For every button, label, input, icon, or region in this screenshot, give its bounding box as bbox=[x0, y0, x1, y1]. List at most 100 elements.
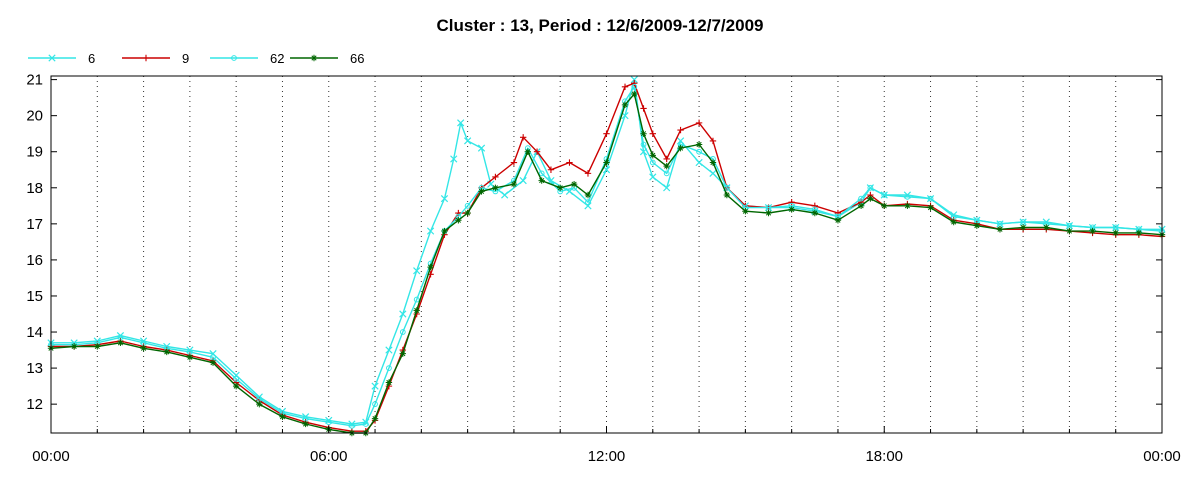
data-point bbox=[649, 173, 657, 181]
data-point bbox=[677, 144, 684, 152]
data-point bbox=[1112, 229, 1119, 237]
data-point bbox=[695, 141, 703, 148]
data-point bbox=[386, 365, 392, 371]
legend: 6 9 62 66 bbox=[28, 51, 364, 66]
data-point bbox=[492, 184, 499, 191]
x-tick-label: 18:00 bbox=[865, 448, 903, 465]
data-point bbox=[695, 119, 703, 127]
data-point bbox=[834, 209, 842, 217]
data-point bbox=[441, 227, 448, 235]
data-point bbox=[372, 401, 378, 408]
data-point bbox=[973, 222, 981, 229]
data-point bbox=[677, 126, 684, 134]
legend-label: 66 bbox=[350, 51, 364, 66]
y-tick-label: 19 bbox=[26, 144, 43, 161]
data-point bbox=[325, 419, 332, 426]
data-point bbox=[811, 209, 819, 217]
data-point bbox=[857, 202, 865, 210]
data-point bbox=[649, 152, 656, 159]
y-tick-label: 21 bbox=[26, 72, 43, 89]
data-point bbox=[477, 144, 486, 152]
data-point bbox=[603, 130, 610, 137]
legend-label: 9 bbox=[182, 51, 189, 66]
data-point bbox=[742, 208, 749, 215]
data-point bbox=[510, 159, 518, 166]
data-point bbox=[904, 193, 911, 200]
data-point bbox=[867, 195, 874, 202]
data-point bbox=[1089, 227, 1096, 235]
grid bbox=[96, 76, 1117, 433]
y-tick-label: 16 bbox=[26, 252, 43, 269]
data-point bbox=[524, 148, 532, 155]
data-point bbox=[663, 170, 670, 177]
data-point bbox=[399, 329, 406, 335]
data-point bbox=[621, 101, 629, 109]
data-point bbox=[603, 159, 610, 166]
data-point bbox=[1135, 229, 1143, 237]
data-point bbox=[371, 415, 379, 422]
data-point bbox=[630, 75, 638, 84]
x-tick-label: 00:00 bbox=[1143, 448, 1181, 465]
data-point bbox=[631, 83, 638, 90]
legend-label: 6 bbox=[88, 51, 95, 66]
data-point bbox=[881, 202, 888, 210]
x-tick-label: 12:00 bbox=[588, 448, 626, 465]
data-point bbox=[256, 400, 263, 408]
y-tick-label: 12 bbox=[26, 396, 43, 413]
data-point bbox=[450, 155, 458, 163]
data-point bbox=[996, 226, 1004, 233]
data-point bbox=[457, 119, 465, 127]
data-point bbox=[723, 191, 731, 199]
data-point bbox=[371, 382, 379, 390]
y-axis: 12 13 14 15 16 17 18 19 20 21 bbox=[26, 72, 1162, 413]
data-point bbox=[811, 202, 819, 210]
data-point bbox=[142, 54, 150, 62]
data-point bbox=[695, 158, 703, 167]
legend-item-62: 62 bbox=[210, 51, 284, 66]
data-point bbox=[413, 307, 420, 314]
data-point bbox=[533, 148, 541, 155]
data-point bbox=[709, 159, 717, 166]
data-point bbox=[649, 130, 656, 137]
data-point bbox=[440, 194, 449, 203]
data-point bbox=[209, 359, 217, 366]
data-point bbox=[510, 180, 518, 188]
data-point bbox=[709, 137, 717, 145]
plot-frame bbox=[50, 75, 1163, 434]
data-point bbox=[788, 199, 795, 206]
data-point bbox=[663, 155, 670, 163]
data-point bbox=[426, 227, 435, 235]
data-point bbox=[302, 420, 309, 428]
data-point bbox=[362, 421, 369, 427]
data-point bbox=[538, 170, 545, 177]
legend-item-6: 6 bbox=[28, 51, 95, 66]
series-line bbox=[51, 86, 1163, 427]
series-layer bbox=[47, 75, 1166, 437]
data-point bbox=[709, 169, 717, 177]
data-point bbox=[834, 217, 842, 224]
data-point bbox=[348, 422, 355, 429]
data-point bbox=[519, 176, 527, 185]
data-point bbox=[140, 345, 147, 352]
y-tick-label: 17 bbox=[26, 216, 43, 233]
data-point bbox=[464, 202, 471, 209]
data-point bbox=[48, 54, 56, 62]
data-point bbox=[117, 339, 124, 347]
data-point bbox=[233, 376, 240, 382]
data-point bbox=[788, 206, 795, 213]
chart-title: Cluster : 13, Period : 12/6/2009-12/7/20… bbox=[437, 16, 764, 35]
data-point bbox=[950, 218, 957, 226]
data-point bbox=[427, 263, 434, 271]
data-point bbox=[570, 180, 578, 188]
series-line bbox=[50, 93, 1163, 434]
data-point bbox=[464, 209, 471, 217]
y-tick-label: 13 bbox=[26, 360, 43, 377]
data-point bbox=[566, 159, 573, 166]
data-point bbox=[464, 137, 472, 145]
data-point bbox=[663, 184, 671, 192]
data-point bbox=[385, 346, 393, 354]
data-point bbox=[70, 343, 78, 350]
data-point bbox=[231, 55, 237, 61]
data-point bbox=[867, 184, 874, 191]
